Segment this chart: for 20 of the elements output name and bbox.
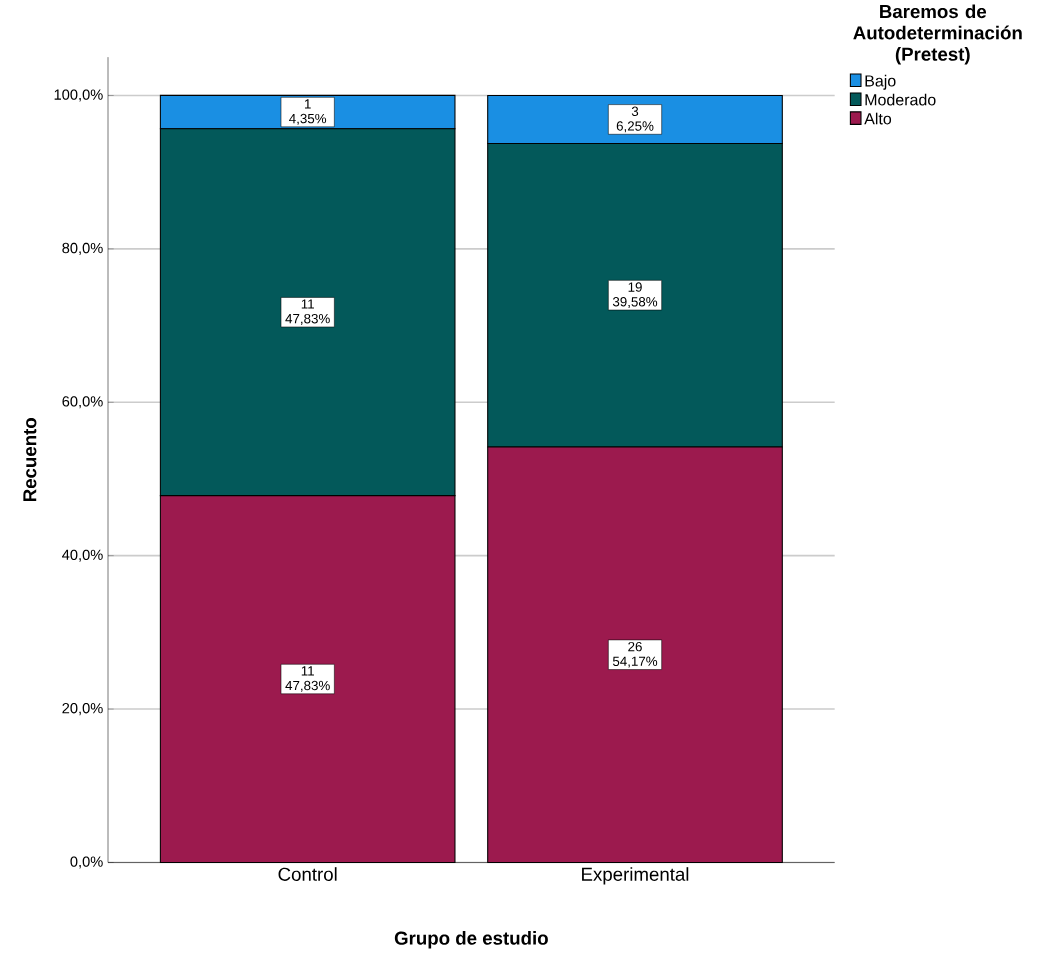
x-tick-label: Experimental xyxy=(582,866,689,885)
legend-label: Bajo xyxy=(865,74,896,90)
y-tick-label: 80,0% xyxy=(62,242,103,255)
data-label: 19 39,58% xyxy=(612,282,658,308)
legend-label: Alto xyxy=(864,112,892,125)
legend-title: Baremos de Autodeterminación (Pretest) xyxy=(853,4,1022,65)
x-tick-label: Control xyxy=(278,866,337,881)
data-label: 1 4,35% xyxy=(289,99,327,125)
data-label: 3 6,25% xyxy=(616,106,654,133)
legend-label: Moderado xyxy=(865,93,936,106)
y-tick-label: 100,0% xyxy=(54,89,103,102)
y-tick-label: 60,0% xyxy=(62,396,103,409)
y-tick-label: 0,0% xyxy=(70,856,103,869)
y-axis-title: Recuento xyxy=(23,417,37,501)
data-label: 11 47,83% xyxy=(285,299,330,325)
data-label: 26 54,17% xyxy=(612,641,658,668)
data-label: 11 47,83% xyxy=(285,666,330,692)
x-axis-title: Grupo de estudio xyxy=(394,930,548,949)
y-tick-label: 20,0% xyxy=(62,702,103,715)
y-tick-label: 40,0% xyxy=(62,549,103,562)
